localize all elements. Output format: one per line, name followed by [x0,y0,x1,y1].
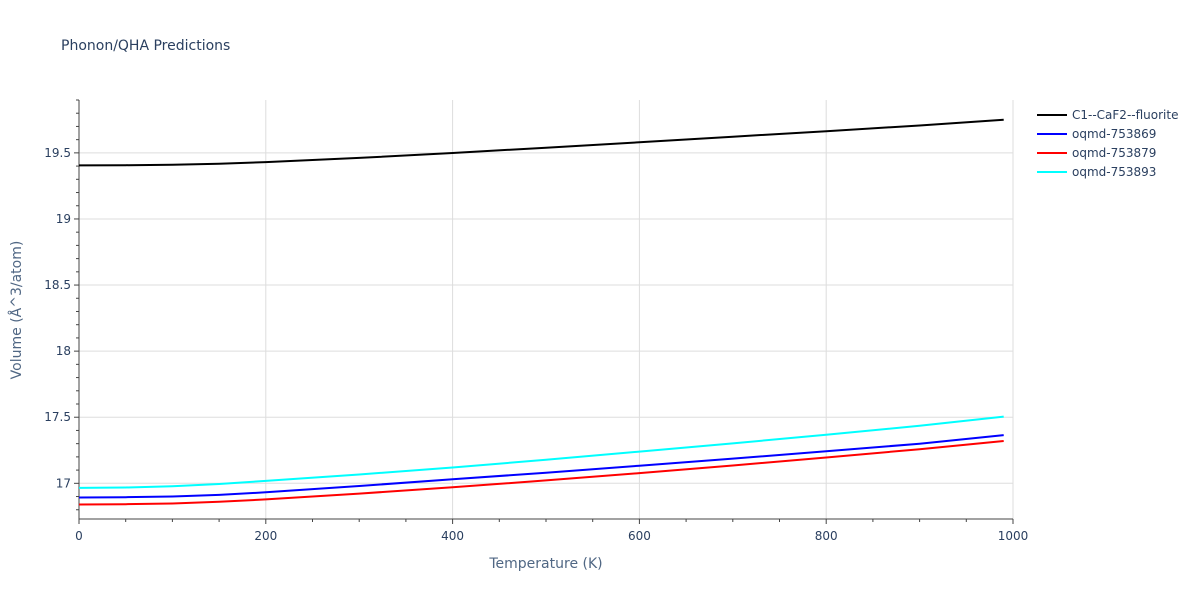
legend-label: C1--CaF2--fluorite [1072,108,1178,122]
plot-area[interactable] [78,118,1004,506]
x-tick-label: 800 [815,529,838,543]
y-tick-label: 17.5 [44,410,71,424]
y-tick-label: 19 [56,212,71,226]
series-line-c1-caf2-fluorite[interactable] [78,118,1004,167]
legend-label: oqmd-753869 [1072,127,1156,141]
y-tick-label: 19.5 [44,146,71,160]
legend-label: oqmd-753879 [1072,146,1156,160]
axes [74,99,1014,524]
x-tick-label: 1000 [998,529,1029,543]
series-line-oqmd-753879[interactable] [78,440,1004,506]
y-axis-label: Volume (Å^3/atom) [8,241,25,380]
x-tick-label: 200 [254,529,277,543]
x-axis-label: Temperature (K) [488,556,602,572]
y-tick-label: 18 [56,344,71,358]
x-tick-label: 0 [75,529,83,543]
tick-labels: 0 200 400 600 800 1000 17 17.5 18 18.5 19 19.5 [44,146,1028,543]
legend-item[interactable]: oqmd-753893 [1037,165,1156,179]
chart-title: Phonon/QHA Predictions [61,38,230,54]
x-tick-label: 600 [628,529,651,543]
legend-label: oqmd-753893 [1072,165,1156,179]
legend[interactable]: C1--CaF2--fluorite oqmd-753869 oqmd-753879… [1037,108,1178,179]
y-tick-label: 18.5 [44,278,71,292]
series-line-oqmd-753869[interactable] [78,434,1004,499]
series-line-oqmd-753893[interactable] [78,415,1004,489]
legend-item[interactable]: C1--CaF2--fluorite [1037,108,1178,122]
x-tick-label: 400 [441,529,464,543]
legend-item[interactable]: oqmd-753879 [1037,146,1156,160]
legend-item[interactable]: oqmd-753869 [1037,127,1156,141]
y-tick-label: 17 [56,476,71,490]
